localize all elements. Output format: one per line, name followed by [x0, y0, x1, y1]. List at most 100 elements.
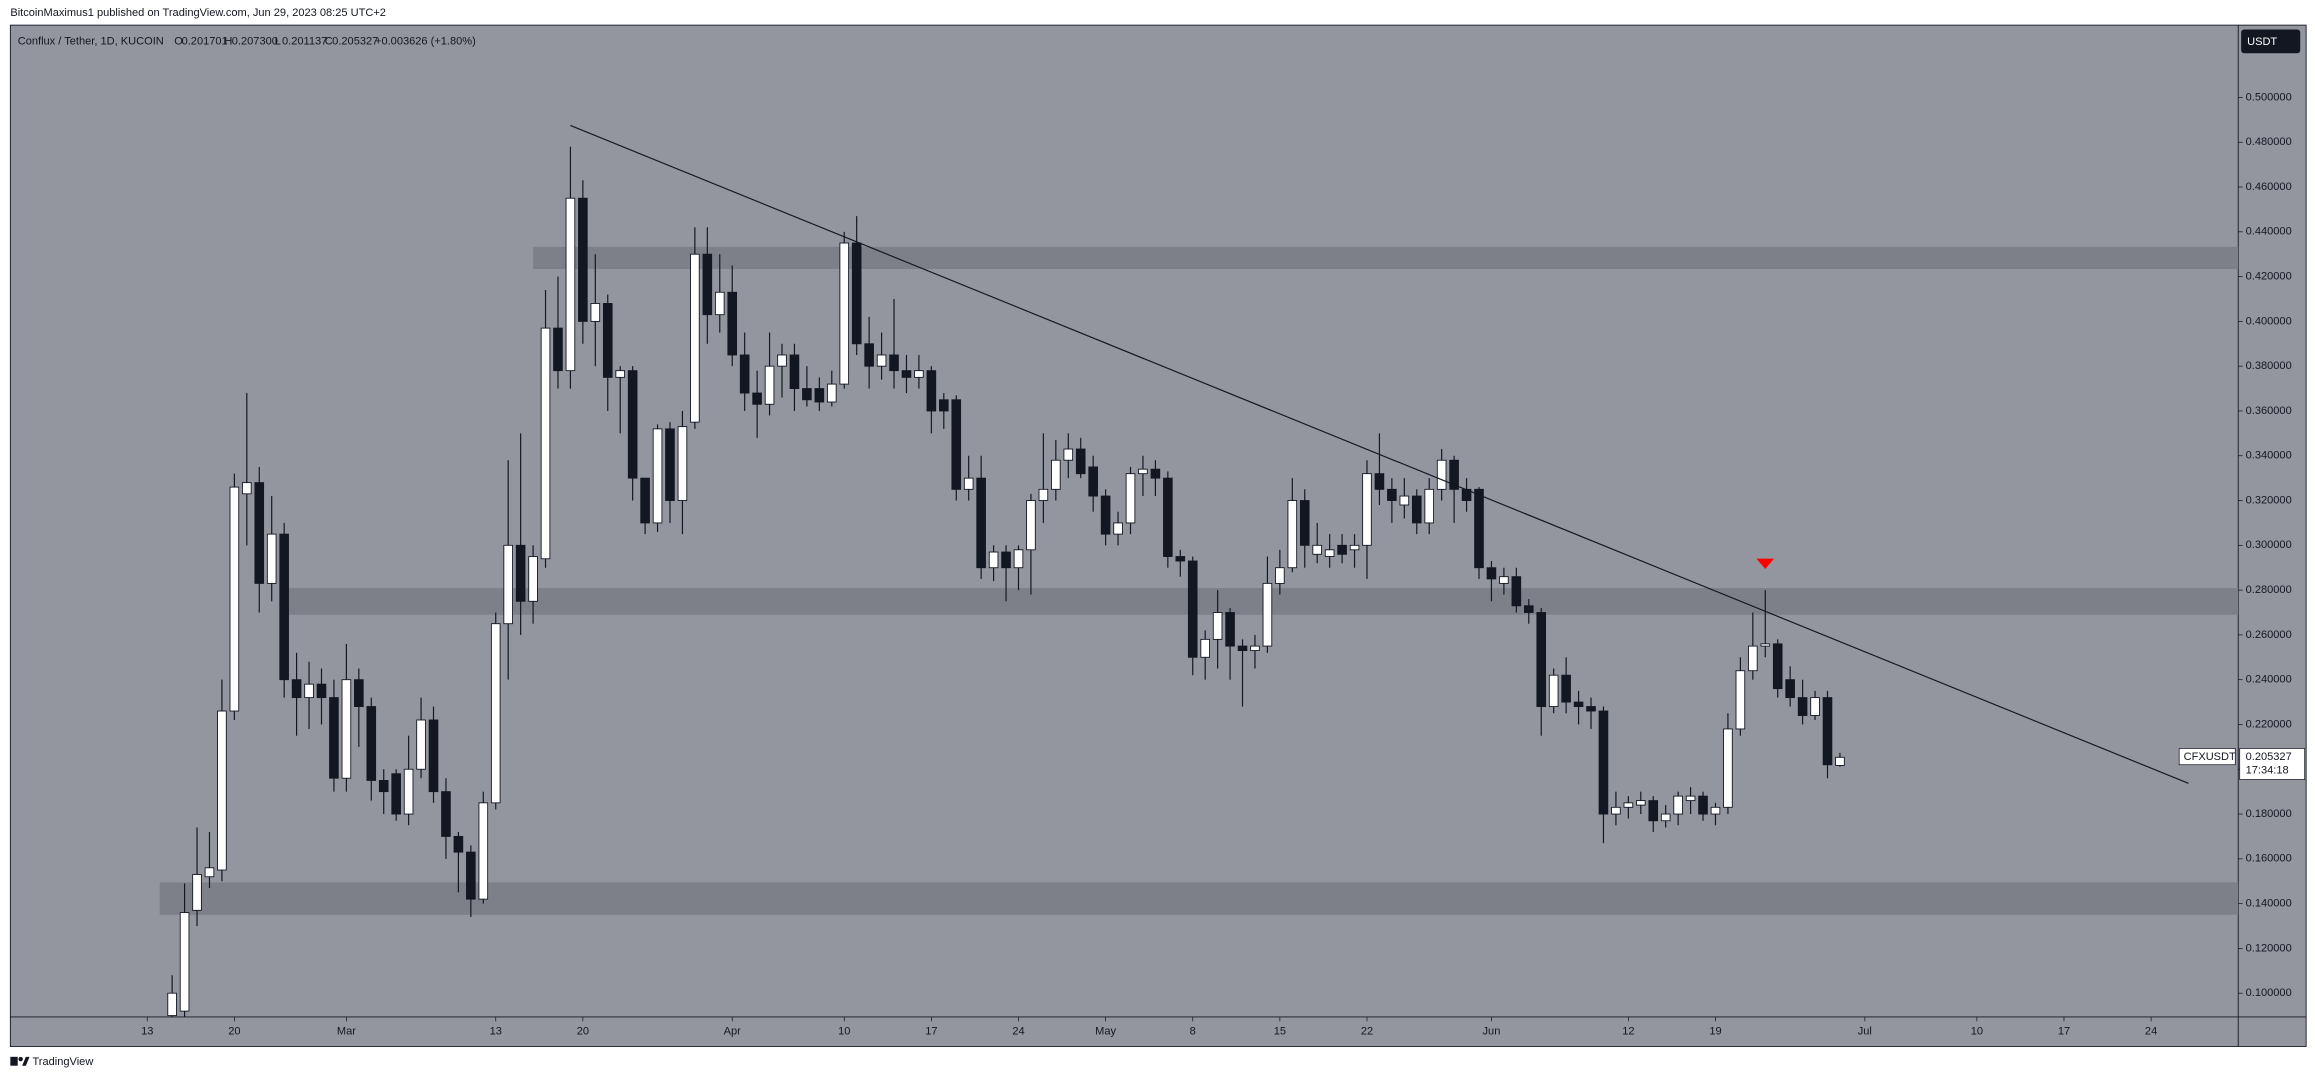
- candle-body: [1250, 645, 1260, 652]
- candle-body: [1486, 567, 1497, 580]
- candle-body: [217, 710, 227, 871]
- x-tick-label: 10: [1971, 1026, 1983, 1038]
- candle-body: [615, 370, 626, 378]
- candle-body: [316, 683, 327, 699]
- legend-key: C: [325, 35, 333, 47]
- candle-body: [702, 253, 713, 316]
- candle-body: [1499, 576, 1509, 584]
- candle-body: [1138, 468, 1148, 475]
- candle-body: [1436, 459, 1447, 490]
- candle-body: [1362, 473, 1372, 546]
- candle-body: [1187, 560, 1198, 658]
- candle-body: [329, 697, 339, 779]
- candle-body: [1038, 488, 1049, 501]
- candle-body: [764, 365, 775, 405]
- legend-value: 0.205327: [332, 35, 378, 47]
- legend-value: 0.201701: [182, 35, 228, 47]
- candle-body: [1200, 638, 1210, 658]
- countdown-label: 17:34:18: [2246, 765, 2289, 777]
- logo-part: [18, 1056, 23, 1062]
- candle-body: [192, 874, 202, 911]
- candle-body: [1337, 544, 1347, 555]
- candle-body: [939, 399, 949, 412]
- candle-body: [1212, 612, 1223, 640]
- candle-body: [1399, 495, 1410, 506]
- candle-body: [366, 706, 377, 781]
- x-tick-label: 17: [2058, 1026, 2070, 1038]
- candle-body: [1287, 500, 1298, 569]
- x-tick-label: 13: [490, 1026, 502, 1038]
- x-tick-label: 13: [141, 1026, 153, 1038]
- candle-body: [789, 354, 800, 390]
- candle-body: [826, 383, 837, 403]
- candle-body: [1673, 795, 1683, 815]
- candle-body: [1075, 448, 1086, 475]
- y-tick-label: 0.360000: [2246, 405, 2292, 417]
- candle-body: [1586, 706, 1596, 712]
- candle-body: [1026, 500, 1036, 551]
- candle-body: [1648, 800, 1659, 822]
- zone: [159, 882, 2239, 915]
- candle-body: [229, 486, 240, 712]
- candle-body: [602, 303, 613, 378]
- candle-body: [578, 197, 588, 322]
- candle-body: [1100, 495, 1111, 535]
- candle-body: [814, 388, 825, 403]
- y-tick-label: 0.140000: [2246, 898, 2292, 910]
- candle-body: [1225, 612, 1235, 647]
- candle-body: [1785, 679, 1795, 699]
- candle-body: [1685, 795, 1696, 802]
- candle-body: [1623, 802, 1634, 808]
- chart-background: [9, 24, 2307, 1047]
- candle-body: [1449, 459, 1459, 490]
- candle-body: [839, 242, 850, 385]
- plot-area: [159, 124, 2239, 1017]
- y-tick-label: 0.420000: [2246, 271, 2292, 283]
- candle-body: [1088, 466, 1098, 497]
- y-tick-label: 0.500000: [2246, 91, 2292, 103]
- candle-body: [1013, 549, 1024, 569]
- candle-body: [1262, 582, 1273, 647]
- candle-body: [901, 370, 912, 378]
- candle-body: [951, 399, 962, 490]
- zone: [533, 246, 2239, 269]
- candle-body: [652, 428, 663, 524]
- symbol-title: Conflux / Tether, 1D, KUCOIN: [18, 35, 164, 47]
- candle-body: [354, 679, 364, 707]
- candle-body: [167, 992, 177, 1017]
- candle-body: [403, 768, 414, 815]
- candle-body: [1698, 795, 1708, 815]
- candle-body: [540, 327, 551, 560]
- candle-body: [1349, 544, 1360, 551]
- candle-body: [690, 253, 700, 423]
- legend-key: L: [275, 35, 281, 47]
- candle-body: [179, 912, 190, 1012]
- legend-key: O: [174, 35, 183, 47]
- candle-body: [453, 835, 464, 853]
- candle-body: [515, 544, 526, 602]
- symbol-tag-box: [2178, 748, 2236, 766]
- candle-body: [1299, 500, 1310, 546]
- legend-value: 0.207300: [232, 35, 278, 47]
- x-tick-label: Mar: [337, 1026, 356, 1038]
- x-tick-label: 10: [838, 1026, 850, 1038]
- candle-body: [914, 370, 924, 378]
- candle-body: [590, 303, 601, 322]
- candle-body: [802, 388, 812, 401]
- trendline: [570, 124, 2189, 784]
- candle-body: [1561, 674, 1571, 703]
- candle-body: [1275, 567, 1285, 584]
- candle-body: [1387, 488, 1397, 501]
- candle-body: [1598, 710, 1609, 815]
- x-tick-label: Apr: [724, 1026, 742, 1038]
- candle-body: [341, 679, 352, 779]
- candle-body: [752, 392, 762, 405]
- candle-body: [1411, 495, 1422, 524]
- y-tick-label: 0.120000: [2246, 942, 2292, 954]
- candle-body: [1474, 488, 1484, 569]
- candle-body: [242, 482, 252, 495]
- candle-body: [1723, 728, 1733, 808]
- candle-body: [876, 354, 887, 367]
- candle-body: [1760, 643, 1771, 647]
